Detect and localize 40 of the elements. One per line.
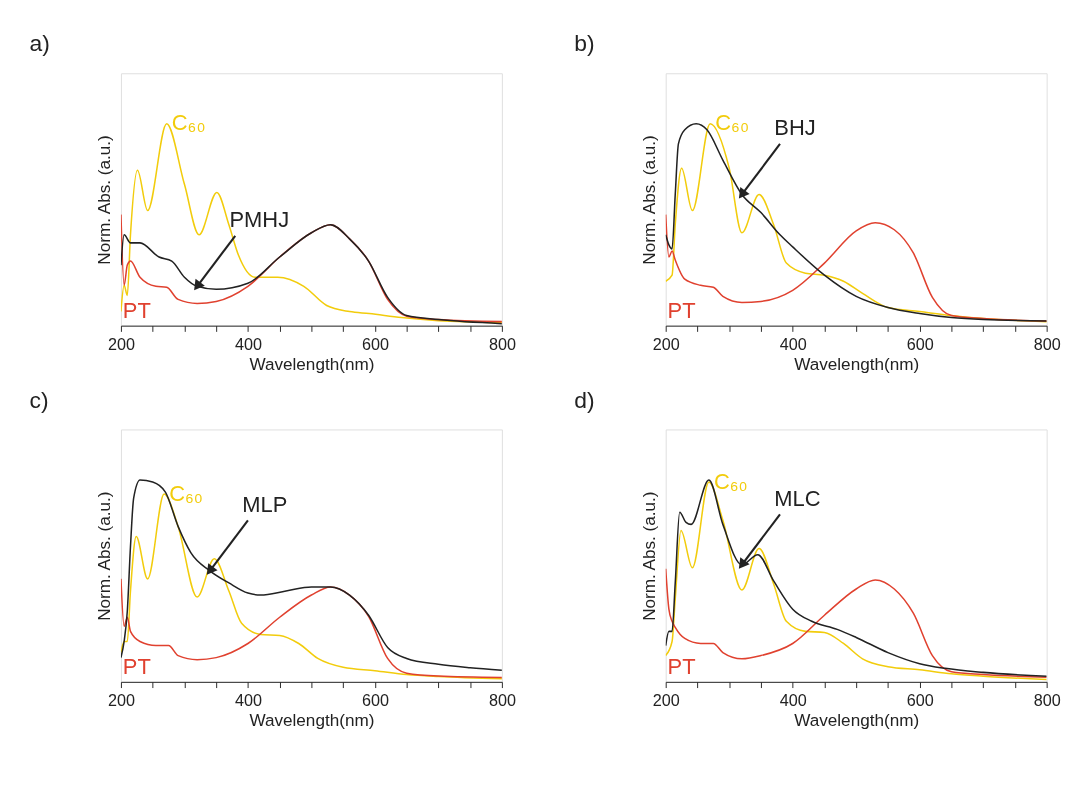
series-label: PT <box>667 298 696 324</box>
x-tick-label: 400 <box>779 334 807 353</box>
x-axis-title: Wavelength(nm) <box>794 353 920 374</box>
x-tick-label: 600 <box>906 334 934 353</box>
x-tick-label: 800 <box>1033 691 1061 710</box>
y-axis-title: Norm. Abs. (a.u.) <box>638 491 659 621</box>
x-axis-title: Wavelength(nm) <box>249 353 375 374</box>
x-tick-label: 800 <box>1033 334 1061 353</box>
x-tick-label: 200 <box>652 691 680 710</box>
x-axis-title: Wavelength(nm) <box>794 710 920 731</box>
series-label: PT <box>122 298 151 324</box>
x-tick-label: 200 <box>107 691 135 710</box>
chart-title: b) <box>574 30 595 57</box>
x-tick-label: 800 <box>488 334 516 353</box>
x-tick-label: 200 <box>652 334 680 353</box>
text: BHJ <box>774 115 816 141</box>
x-tick-label: 600 <box>361 691 389 710</box>
series-label: PT <box>667 654 696 680</box>
series-label: C₆₀ <box>715 110 749 136</box>
text: MLC <box>774 485 821 511</box>
x-tick-label: 400 <box>234 691 262 710</box>
chart-title: a) <box>29 30 50 57</box>
series-label: C₆₀ <box>713 468 748 494</box>
series-label: C₆₀ <box>169 480 203 506</box>
x-tick-label: 600 <box>361 334 389 353</box>
text: MLP <box>242 491 288 517</box>
x-tick-label: 400 <box>234 334 262 353</box>
series-label: PMHJ <box>229 207 290 233</box>
x-tick-label: 800 <box>488 691 516 710</box>
x-tick-label: 600 <box>906 691 934 710</box>
y-axis-title: Norm. Abs. (a.u.) <box>94 135 114 265</box>
x-tick-label: 400 <box>779 691 807 710</box>
chart-title: d) <box>574 386 595 413</box>
series-label: PT <box>122 654 151 680</box>
x-axis-title: Wavelength(nm) <box>249 710 375 731</box>
series-label: C₆₀ <box>171 110 206 136</box>
y-axis-title: Norm. Abs. (a.u.) <box>94 491 114 621</box>
y-axis-title: Norm. Abs. (a.u.) <box>638 135 659 265</box>
x-tick-label: 200 <box>107 334 135 353</box>
chart-title: c) <box>29 386 49 413</box>
